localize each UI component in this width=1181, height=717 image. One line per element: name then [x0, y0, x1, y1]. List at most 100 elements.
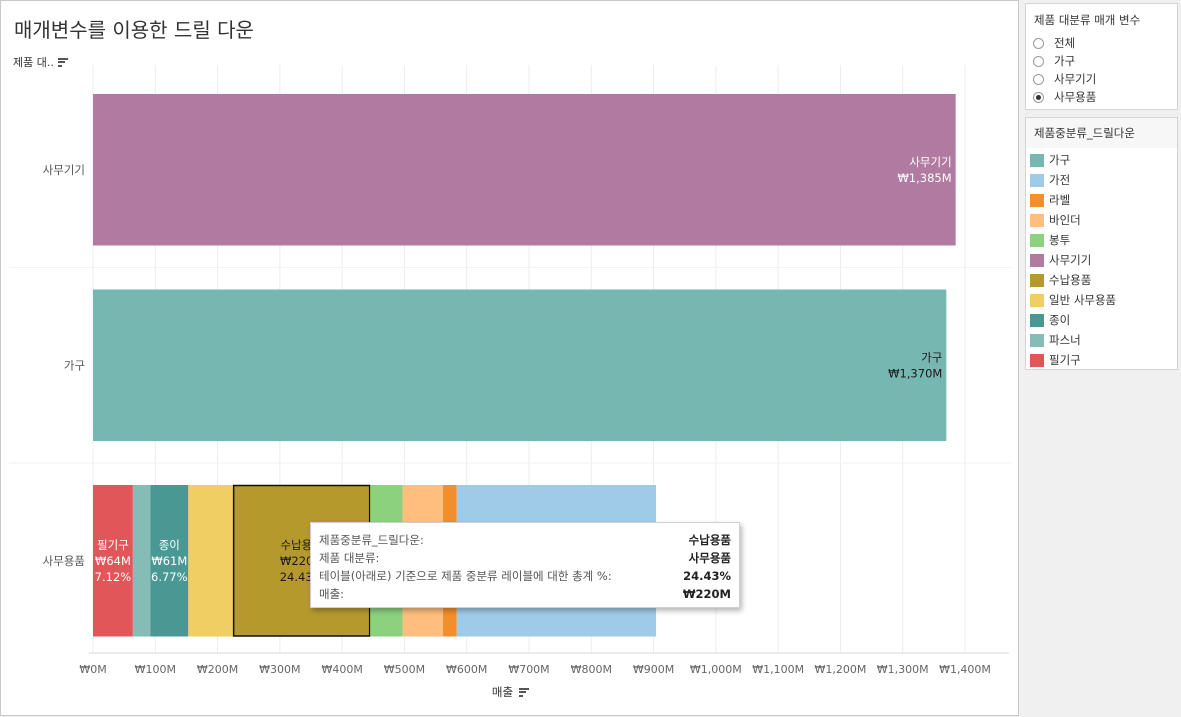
- radio-button[interactable]: [1033, 73, 1044, 85]
- legend-swatch: [1030, 333, 1044, 347]
- bar-segment[interactable]: [93, 485, 133, 637]
- legend-label: 종이: [1049, 313, 1071, 327]
- legend-swatch: [1030, 293, 1044, 307]
- legend-item[interactable]: 파스너: [1026, 330, 1177, 350]
- parameter-option-label: 가구: [1054, 54, 1076, 68]
- parameter-option[interactable]: 가구: [1026, 52, 1177, 70]
- x-tick-label: ₩1,000M: [690, 663, 742, 676]
- bar-segment[interactable]: [150, 485, 189, 637]
- data-label: ₩64M: [95, 554, 131, 568]
- parameter-option[interactable]: 사무기기: [1026, 70, 1177, 88]
- parameter-option-label: 사무기기: [1054, 72, 1097, 86]
- tooltip-value: ₩220M: [682, 587, 731, 601]
- radio-button[interactable]: [1033, 91, 1044, 103]
- legend-item[interactable]: 바인더: [1026, 210, 1177, 230]
- row-header-label: 제품 대..: [13, 56, 54, 69]
- legend-swatch: [1030, 233, 1044, 247]
- legend-label: 가전: [1049, 173, 1071, 187]
- x-tick-label: ₩600M: [446, 663, 487, 676]
- legend-item[interactable]: 라벨: [1026, 190, 1177, 210]
- legend-item[interactable]: 수납용품: [1026, 270, 1177, 290]
- legend-swatch: [1030, 353, 1044, 367]
- bar-chart: ₩0M ₩100M ₩200M ₩300M ₩400M ₩500M ₩600M ₩700M ₩8…: [9, 65, 1011, 676]
- x-tick-label: ₩900M: [633, 663, 674, 676]
- legend-item[interactable]: 사무기기: [1026, 250, 1177, 270]
- parameter-option[interactable]: 사무용품: [1026, 88, 1177, 106]
- data-label: 필기구: [97, 538, 129, 552]
- legend-item[interactable]: 가전: [1026, 170, 1177, 190]
- data-label: ₩61M: [151, 554, 187, 568]
- tooltip-row: 제품중분류_드릴다운: 수납용품: [319, 531, 731, 549]
- tooltip-key: 매출:: [319, 587, 345, 601]
- parameter-option[interactable]: 전체: [1026, 34, 1177, 52]
- legend-label: 라벨: [1049, 193, 1071, 207]
- data-label: 가구: [921, 350, 942, 364]
- y-category-label: 사무기기: [43, 163, 85, 177]
- legend-swatch: [1030, 173, 1044, 187]
- sheet-title: 매개변수를 이용한 드릴 다운: [14, 18, 254, 42]
- bar-segment[interactable]: [132, 485, 151, 637]
- legend-swatch: [1030, 253, 1044, 267]
- x-tick-label: ₩1,100M: [752, 663, 804, 676]
- legend-label: 사무기기: [1049, 253, 1092, 267]
- data-label: ₩1,370M: [888, 366, 942, 380]
- x-tick-label: ₩1,200M: [814, 663, 866, 676]
- legend-item[interactable]: 필기구: [1026, 350, 1177, 370]
- legend-item[interactable]: 봉투: [1026, 230, 1177, 250]
- x-tick-label: ₩1,300M: [877, 663, 929, 676]
- legend-label: 가구: [1049, 153, 1071, 167]
- y-category-label: 가구: [64, 358, 85, 372]
- radio-button[interactable]: [1033, 55, 1044, 67]
- legend-item[interactable]: 일반 사무용품: [1026, 290, 1177, 310]
- data-label: 7.12%: [95, 570, 132, 584]
- legend-swatch: [1030, 313, 1044, 327]
- y-category-label: 사무용품: [43, 554, 85, 568]
- sort-icon[interactable]: [57, 57, 68, 67]
- radio-button[interactable]: [1033, 37, 1044, 49]
- x-axis-title: 매출: [491, 685, 514, 699]
- tooltip-key: 제품 대분류:: [319, 551, 380, 565]
- data-label: 종이: [159, 538, 180, 552]
- tooltip-key: 제품중분류_드릴다운:: [319, 533, 424, 547]
- tooltip-row: 제품 대분류: 사무용품: [319, 549, 731, 567]
- sort-icon[interactable]: [519, 687, 530, 697]
- legend-swatch: [1030, 273, 1044, 287]
- x-tick-label: ₩200M: [197, 663, 238, 676]
- legend-label: 바인더: [1049, 213, 1081, 227]
- legend-swatch: [1030, 193, 1044, 207]
- legend-item[interactable]: 종이: [1026, 310, 1177, 330]
- x-axis-title-row: 매출: [1, 684, 1020, 700]
- legend-item[interactable]: 가구: [1026, 150, 1177, 170]
- bar-segment[interactable]: [93, 289, 947, 442]
- legend-label: 필기구: [1049, 353, 1081, 367]
- data-label: 6.77%: [151, 570, 188, 584]
- legend-title: 제품중분류_드릴다운: [1026, 118, 1177, 148]
- legend-label: 봉투: [1049, 233, 1071, 247]
- tooltip-row: 테이블(아래로) 기준으로 제품 중분류 레이블에 대한 총계 %: 24.43%: [319, 567, 731, 585]
- parameter-option-label: 사무용품: [1054, 90, 1097, 104]
- data-label: ₩1,385M: [897, 171, 951, 185]
- tooltip-value: 사무용품: [688, 551, 731, 565]
- x-tick-label: ₩300M: [259, 663, 300, 676]
- row-header[interactable]: 제품 대..: [13, 54, 68, 70]
- parameter-title: 제품 대분류 매개 변수: [1034, 13, 1141, 27]
- x-tick-label: ₩1,400M: [939, 663, 991, 676]
- bar-segment[interactable]: [188, 485, 234, 637]
- tooltip-row: 매출: ₩220M: [319, 585, 731, 603]
- x-tick-label: ₩0M: [79, 663, 106, 676]
- tooltip-value: 24.43%: [683, 569, 731, 583]
- legend-label: 수납용품: [1049, 273, 1092, 287]
- x-tick-label: ₩400M: [321, 663, 362, 676]
- data-label: 사무기기: [909, 155, 951, 169]
- legend-label: 파스너: [1049, 333, 1081, 347]
- legend-swatch: [1030, 213, 1044, 227]
- bar-segment[interactable]: [93, 94, 956, 246]
- x-tick-label: ₩500M: [384, 663, 425, 676]
- legend-label: 일반 사무용품: [1049, 293, 1117, 307]
- worksheet: 매개변수를 이용한 드릴 다운 제품 대.. ₩0M ₩100M ₩200M ₩300…: [0, 0, 1019, 716]
